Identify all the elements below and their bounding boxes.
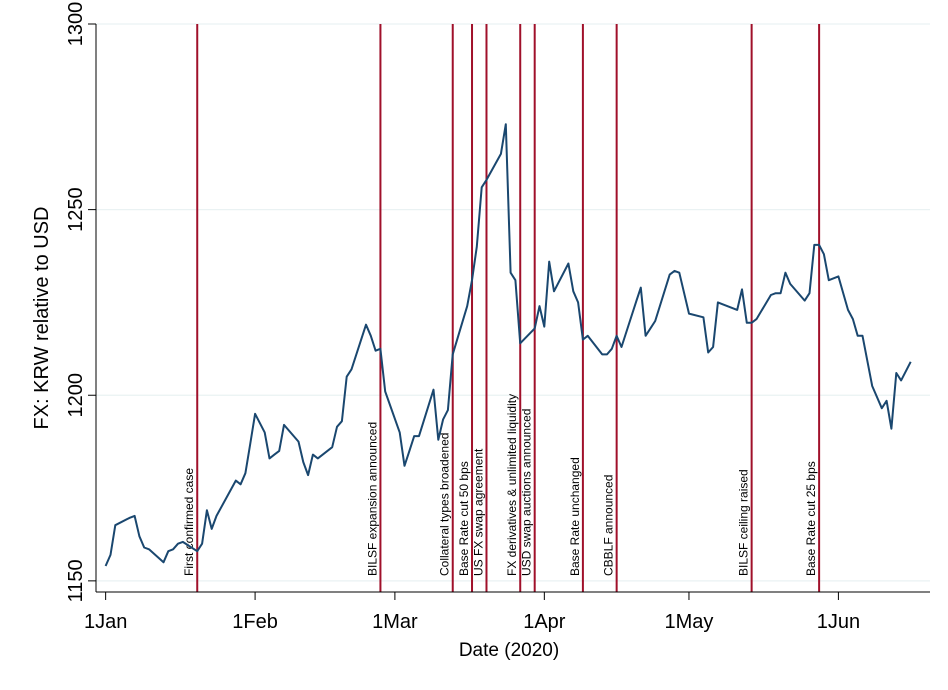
event-label: Collateral types broadened [438, 433, 452, 576]
event-label: Base Rate cut 25 bps [804, 461, 818, 576]
y-tick-label: 1200 [65, 373, 87, 418]
event-label: First confirmed case [182, 468, 196, 576]
x-tick-label: 1May [665, 611, 714, 633]
y-tick-label: 1250 [65, 187, 87, 232]
x-tick-label: 1Feb [232, 611, 278, 633]
x-tick-label: 1Jan [84, 611, 127, 633]
event-label: USD swap auctions announced [520, 409, 534, 576]
event-label: Base Rate unchanged [568, 457, 582, 576]
y-ticks: 1150 1200 1250 1300 [65, 2, 96, 602]
x-tick-label: 1Mar [372, 611, 418, 633]
series-layer [104, 123, 912, 567]
event-label: BILSF expansion announced [365, 422, 379, 576]
krw-usd-series-line [104, 123, 912, 567]
y-tick-label: 1300 [65, 2, 87, 47]
axes [95, 24, 930, 593]
event-label: Base Rate cut 50 bps [457, 461, 471, 576]
event-label: FX derivatives & unlimited liquidity [505, 394, 519, 576]
x-ticks: 1Jan 1Feb 1Mar 1Apr 1May 1Jun [84, 592, 860, 633]
gridlines [96, 23, 930, 582]
x-tick-label: 1Jun [817, 611, 860, 633]
event-label: US FX swap agreement [471, 448, 485, 576]
x-axis-title: Date (2020) [459, 640, 559, 661]
event-lines: First confirmed case BILSF expansion anno… [182, 24, 821, 592]
y-tick-label: 1150 [65, 559, 87, 602]
event-label: CBBLF announced [602, 475, 616, 576]
x-tick-label: 1Apr [523, 611, 566, 633]
event-label: BILSF ceiling raised [737, 469, 751, 576]
y-axis-title: FX: KRW relative to USD [31, 206, 53, 429]
